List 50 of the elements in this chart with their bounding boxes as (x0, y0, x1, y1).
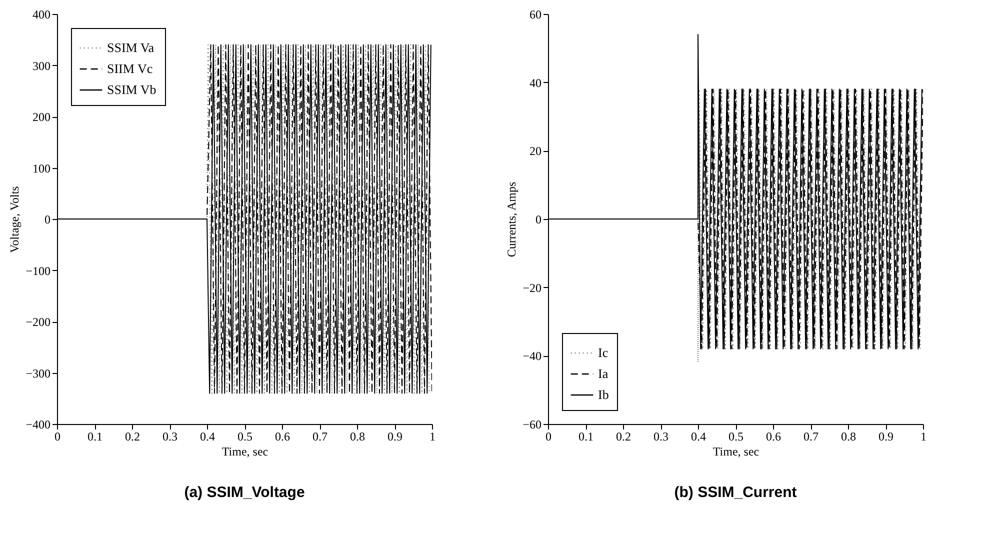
x-tick-label: 0.3 (162, 430, 178, 444)
x-tick-label: 0.5 (728, 430, 744, 444)
x-tick-label: 0.1 (578, 430, 594, 444)
y-tick-label: −300 (26, 366, 50, 380)
y-axis-title: Voltage, Volts (8, 186, 22, 253)
y-tick-label: 60 (530, 8, 542, 22)
x-tick-label: 0.2 (125, 430, 140, 444)
x-tick-label: 0.3 (654, 430, 668, 444)
text: (a) SSIM_Voltage (184, 484, 305, 501)
y-tick-label: 0 (44, 212, 50, 226)
y-tick-label: 100 (32, 161, 50, 176)
x-tick-label: 0.7 (312, 430, 328, 444)
x-tick-label: 0.8 (350, 430, 365, 444)
x-tick-label: 0.4 (200, 430, 215, 444)
x-tick-label: 0.1 (88, 430, 102, 444)
x-tick-label: 0.9 (388, 430, 402, 444)
legend-label: SSIM Va (107, 40, 154, 55)
x-tick-label: 0.6 (766, 430, 781, 444)
x-axis-title: Time, sec (712, 444, 760, 458)
legend-label: Ia (598, 366, 608, 381)
y-tick-label: −60 (522, 418, 542, 432)
x-tick-label: 0.6 (275, 430, 290, 444)
x-tick-label: 0.4 (691, 430, 706, 444)
y-axis-title: Currents, Amps (504, 182, 519, 258)
y-tick-label: −40 (522, 349, 542, 364)
y-tick-label: −100 (26, 264, 50, 278)
x-tick-label: 0.7 (804, 430, 818, 444)
x-tick-label: 0.2 (616, 430, 631, 444)
x-tick-label: 1 (430, 430, 436, 444)
y-tick-label: −400 (26, 418, 50, 432)
text: (b) SSIM_Current (674, 484, 797, 501)
y-tick-label: 200 (32, 110, 50, 124)
x-tick-label: 0.9 (878, 430, 894, 444)
x-tick-label: 0.5 (238, 430, 252, 444)
y-tick-label: 20 (530, 144, 542, 158)
y-tick-label: 300 (32, 58, 50, 73)
y-tick-label: 400 (32, 8, 50, 22)
y-tick-label: −200 (26, 315, 50, 329)
x-tick-label: 0 (546, 430, 552, 444)
legend-label: SSIM Vb (107, 82, 156, 97)
x-tick-label: 0 (54, 430, 60, 444)
y-tick-label: 0 (536, 212, 542, 226)
legend-label: Ib (598, 387, 609, 402)
x-axis-title: Time, sec (222, 444, 268, 458)
legend-label: SIIM Vc (107, 61, 153, 76)
y-tick-label: −20 (522, 280, 542, 295)
x-tick-label: 1 (920, 430, 926, 444)
y-tick-label: 40 (530, 76, 542, 90)
legend-label: Ic (598, 345, 608, 360)
x-tick-label: 0.8 (841, 430, 856, 444)
